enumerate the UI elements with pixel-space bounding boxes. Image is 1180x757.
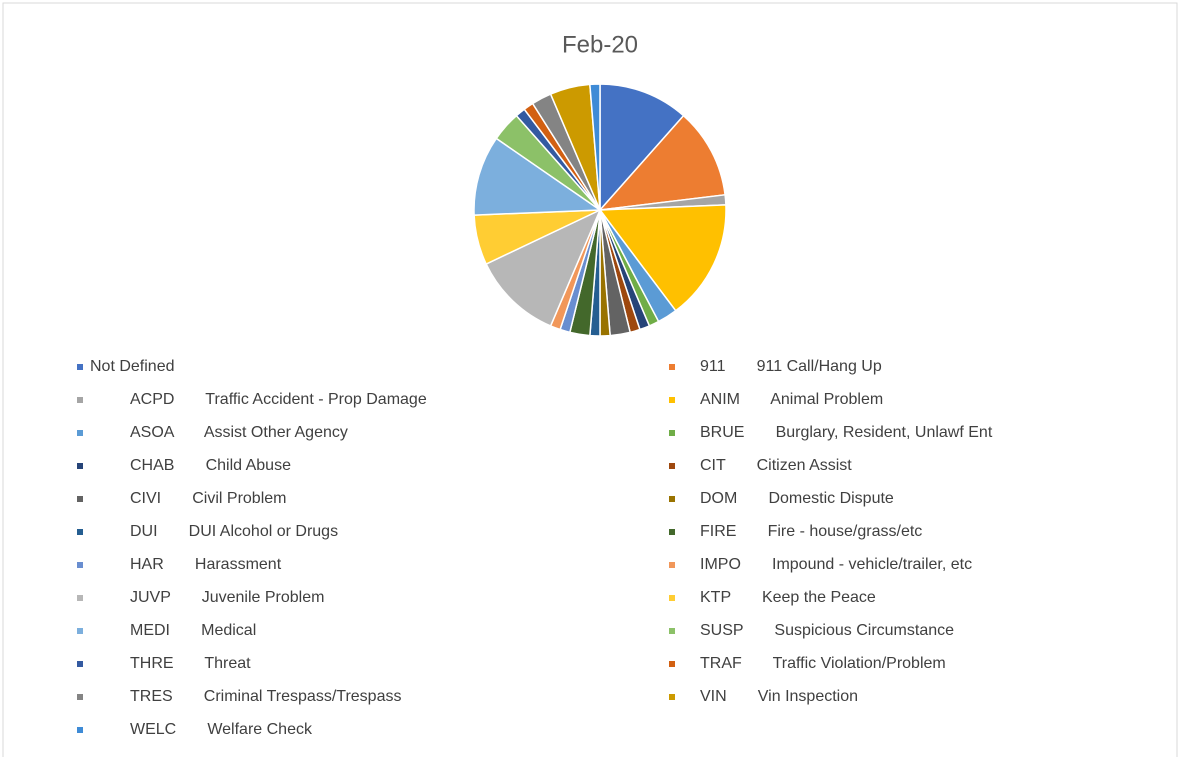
legend-label: JUVP Juvenile Problem: [130, 589, 324, 606]
legend-label: TRES Criminal Trespass/Trespass: [130, 688, 401, 705]
legend-marker: [669, 463, 675, 469]
legend-marker: [77, 562, 83, 568]
legend-marker: [77, 529, 83, 535]
legend-label: ASOA Assist Other Agency: [130, 424, 348, 441]
legend-label: DOM Domestic Dispute: [700, 490, 894, 507]
legend-label: Not Defined: [90, 358, 175, 375]
pie-slice: [598, 204, 727, 312]
pie-slice: [485, 208, 602, 327]
pie-slice: [589, 83, 601, 211]
legend-marker: [669, 628, 675, 634]
legend-marker: [669, 562, 675, 568]
pie-slice: [598, 114, 726, 211]
legend-marker: [77, 595, 83, 601]
legend-label: WELC Welfare Check: [130, 721, 313, 738]
legend-label: FIRE Fire - house/grass/etc: [700, 523, 922, 540]
legend-label: ACPD Traffic Accident - Prop Damage: [130, 391, 427, 408]
legend-marker: [77, 661, 83, 667]
legend-marker: [669, 595, 675, 601]
legend-marker: [77, 430, 83, 436]
legend-label: SUSP Suspicious Circumstance: [700, 622, 954, 639]
legend-label: IMPO Impound - vehicle/trailer, etc: [700, 556, 972, 573]
legend-marker: [77, 496, 83, 502]
legend-label: MEDI Medical: [130, 622, 256, 639]
legend-marker: [77, 727, 83, 733]
legend-marker: [669, 529, 675, 535]
legend-label: CIVI Civil Problem: [130, 490, 286, 507]
legend-label: TRAF Traffic Violation/Problem: [700, 655, 946, 672]
pie-slice: [473, 137, 603, 216]
chart-title: Feb-20: [562, 31, 638, 58]
legend-marker: [669, 430, 675, 436]
pie-slice: [599, 83, 685, 212]
legend-marker: [669, 661, 675, 667]
legend-marker: [77, 463, 83, 469]
legend-label: KTP Keep the Peace: [700, 589, 876, 606]
legend-marker: [77, 397, 83, 403]
legend-marker: [77, 628, 83, 634]
legend-label: THRE Threat: [130, 655, 251, 672]
legend-label: 911 911 Call/Hang Up: [700, 358, 882, 375]
legend-label: VIN Vin Inspection: [700, 688, 858, 705]
legend-marker: [669, 364, 675, 370]
legend-marker: [669, 694, 675, 700]
legend-label: ANIM Animal Problem: [700, 391, 883, 408]
legend-label: DUI DUI Alcohol or Drugs: [130, 523, 338, 540]
legend-label: CIT Citizen Assist: [700, 457, 852, 474]
legend-label: BRUE Burglary, Resident, Unlawf Ent: [700, 424, 993, 441]
legend-marker: [669, 397, 675, 403]
legend-marker: [669, 496, 675, 502]
legend-marker: [77, 694, 83, 700]
legend-label: CHAB Child Abuse: [130, 457, 291, 474]
legend-label: HAR Harassment: [130, 556, 282, 573]
legend-marker: [77, 364, 83, 370]
